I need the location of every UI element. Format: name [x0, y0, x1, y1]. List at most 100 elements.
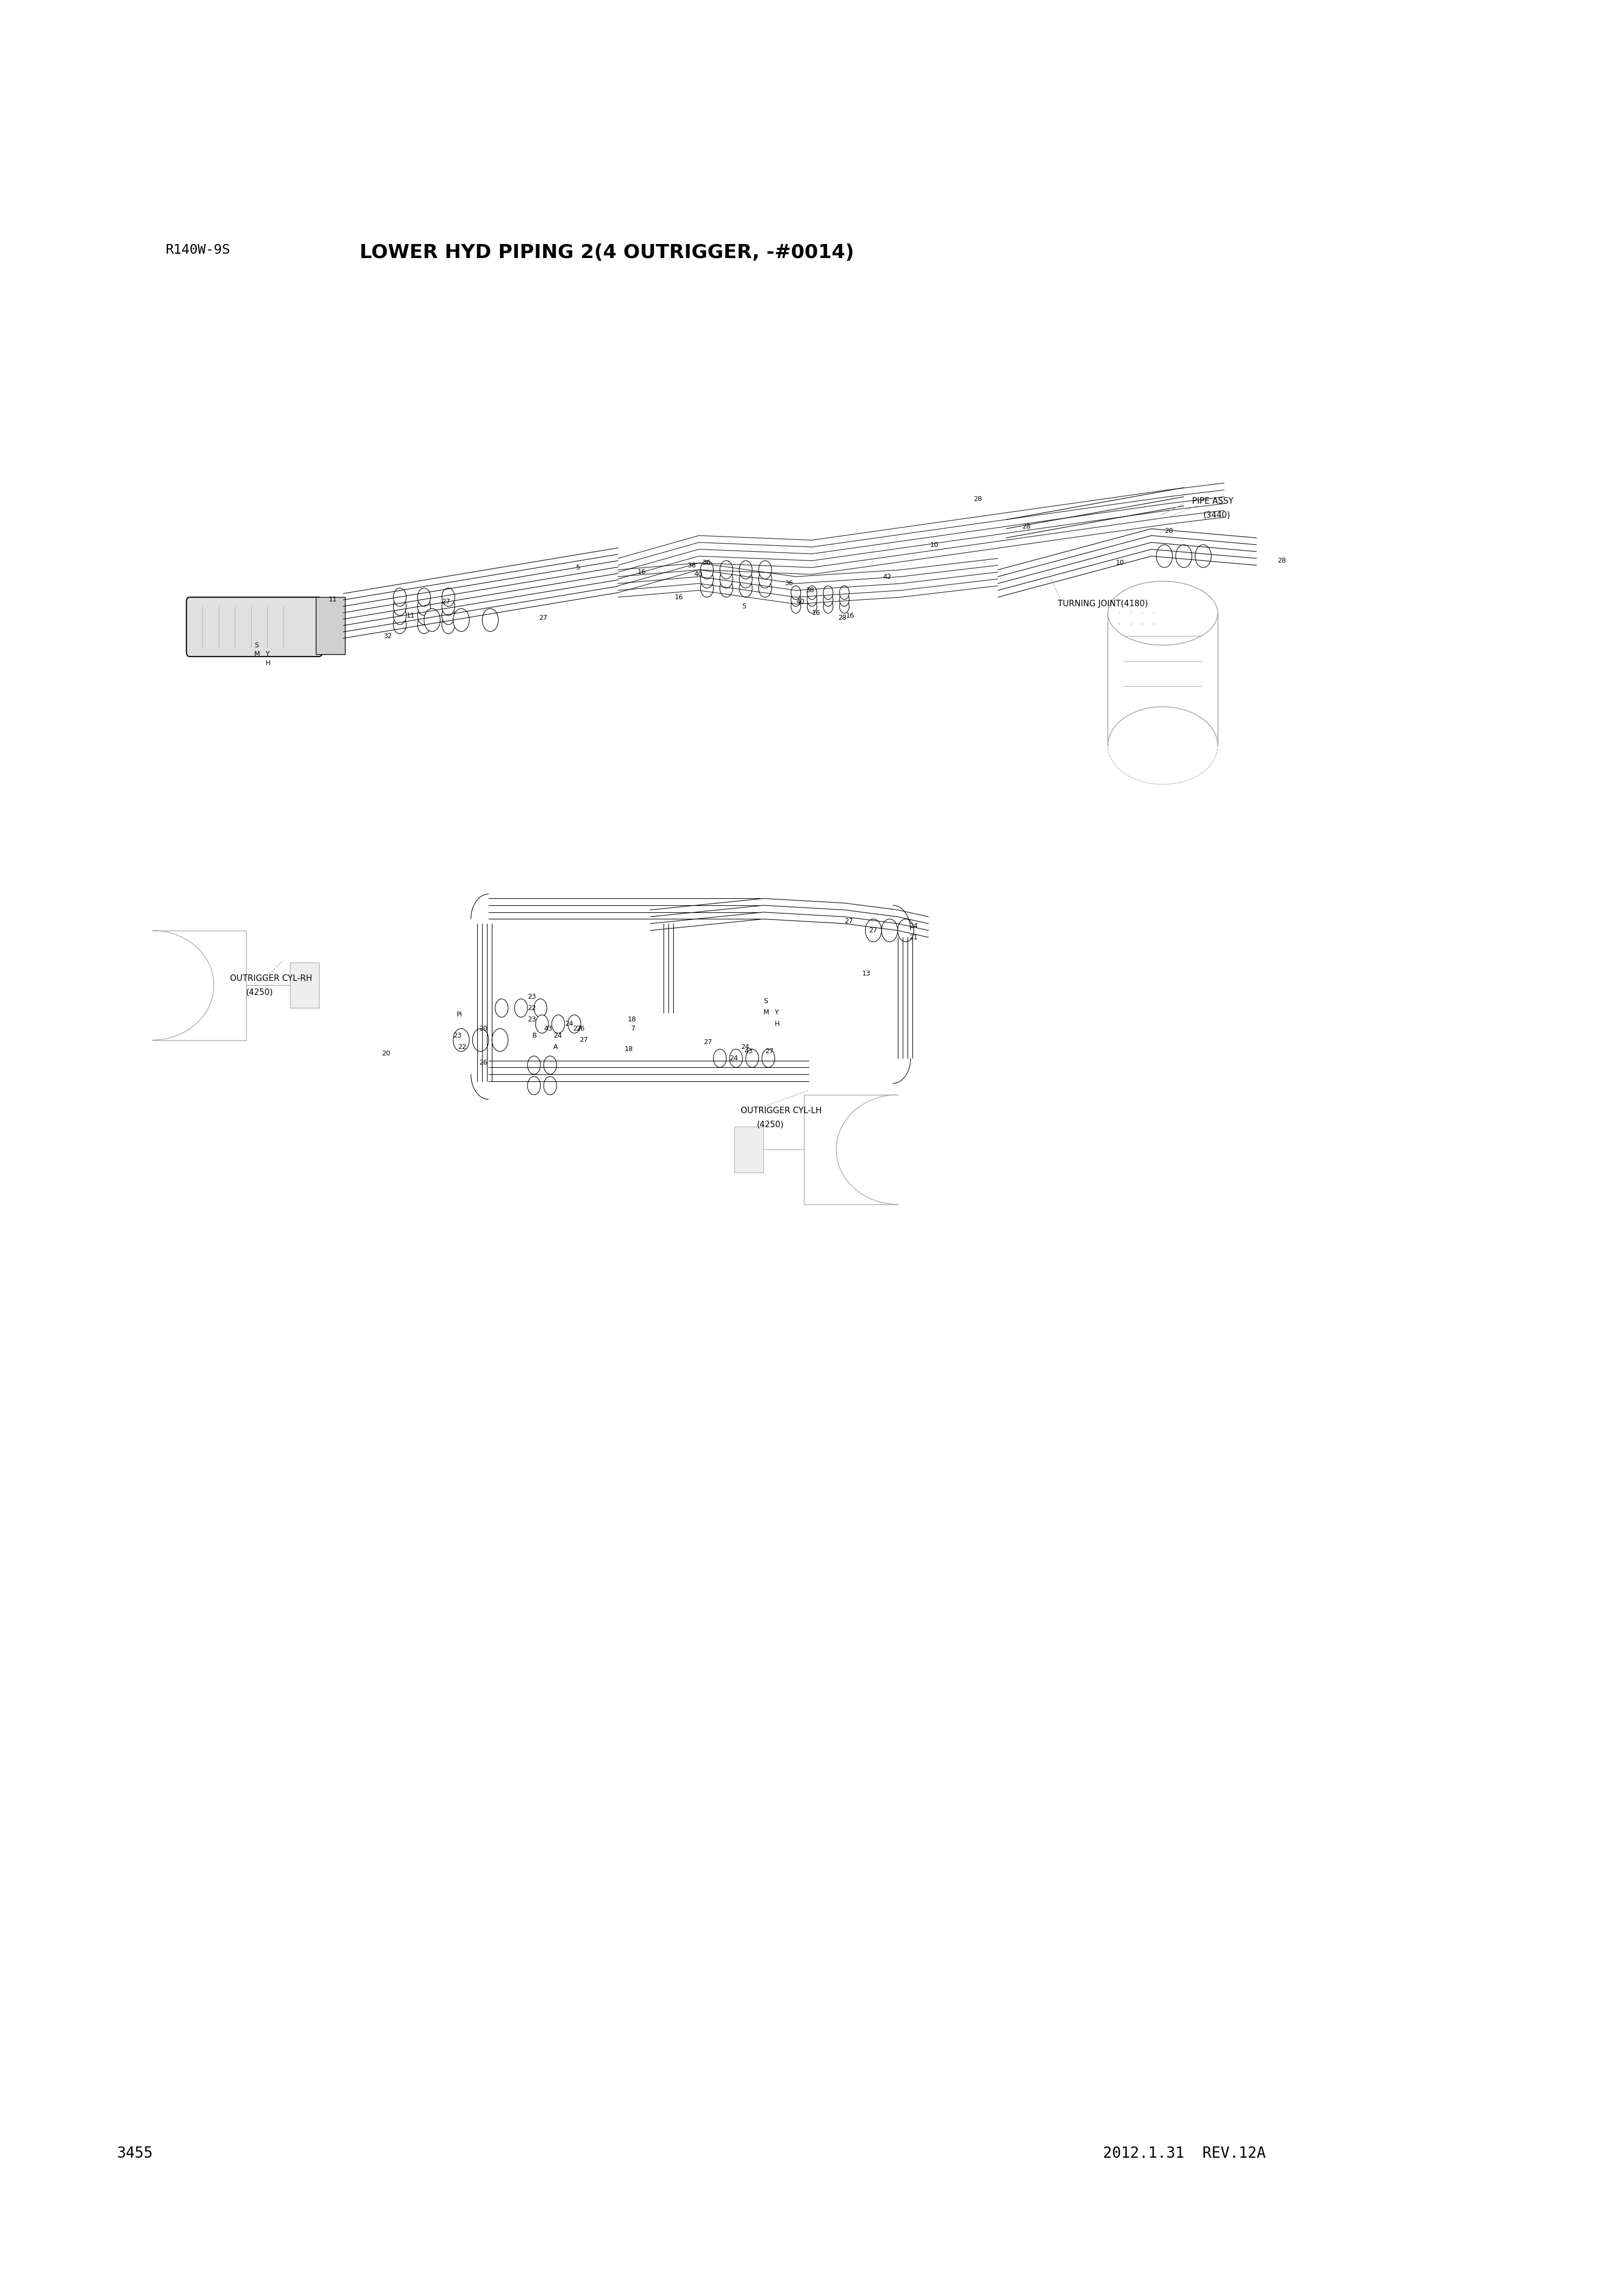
Text: 23: 23	[453, 1033, 461, 1040]
Circle shape	[1156, 545, 1173, 568]
Text: Y: Y	[775, 1010, 780, 1017]
Text: Y: Y	[266, 650, 270, 657]
Text: 27: 27	[580, 1037, 588, 1044]
Text: 40: 40	[796, 598, 804, 605]
Circle shape	[442, 616, 455, 634]
Circle shape	[807, 600, 817, 614]
Circle shape	[492, 1028, 508, 1051]
Circle shape	[700, 561, 713, 579]
Text: 11: 11	[406, 611, 414, 618]
Text: ·: ·	[1117, 621, 1121, 630]
Circle shape	[536, 1014, 549, 1033]
Circle shape	[568, 1014, 581, 1033]
Text: TURNING JOINT(4180): TURNING JOINT(4180)	[1057, 600, 1148, 609]
Text: B: B	[533, 1033, 538, 1040]
Text: Pi: Pi	[456, 1012, 463, 1019]
Circle shape	[840, 586, 849, 600]
Circle shape	[515, 998, 528, 1017]
Text: 24: 24	[565, 1021, 573, 1028]
Text: 22: 22	[528, 1005, 536, 1012]
Text: 27: 27	[844, 918, 853, 925]
Circle shape	[758, 570, 771, 589]
Circle shape	[453, 609, 469, 632]
Text: 20: 20	[479, 1026, 487, 1033]
Circle shape	[473, 1028, 489, 1051]
Text: 5: 5	[577, 563, 580, 570]
Text: 27: 27	[703, 1040, 713, 1047]
Circle shape	[807, 586, 817, 600]
Circle shape	[791, 600, 801, 614]
Text: 7: 7	[632, 1026, 635, 1033]
Text: 40: 40	[693, 570, 703, 577]
Circle shape	[453, 1028, 469, 1051]
Text: ·: ·	[1140, 609, 1143, 618]
Text: ·: ·	[1140, 621, 1143, 630]
Text: 10: 10	[931, 540, 939, 547]
Circle shape	[700, 579, 713, 598]
Circle shape	[442, 589, 455, 607]
Text: 24: 24	[729, 1056, 737, 1063]
Text: 16: 16	[846, 611, 854, 618]
Text: 11: 11	[328, 595, 338, 602]
Circle shape	[823, 593, 833, 607]
Text: (4250): (4250)	[757, 1120, 784, 1129]
Text: 23: 23	[528, 994, 536, 1001]
Text: S: S	[255, 641, 258, 648]
Text: 38: 38	[806, 586, 814, 593]
Circle shape	[534, 998, 547, 1017]
Circle shape	[700, 570, 713, 589]
Circle shape	[758, 579, 771, 598]
Text: 18: 18	[625, 1047, 633, 1053]
Circle shape	[823, 600, 833, 614]
Text: PIPE ASSY: PIPE ASSY	[1192, 497, 1233, 506]
Text: 43: 43	[744, 1049, 752, 1056]
Text: 16: 16	[812, 609, 820, 616]
Circle shape	[482, 609, 499, 632]
Text: ·: ·	[1151, 621, 1155, 630]
Text: 24: 24	[554, 1033, 562, 1040]
Circle shape	[719, 579, 732, 598]
Text: R140W-9S: R140W-9S	[166, 243, 231, 256]
Circle shape	[393, 598, 406, 616]
FancyBboxPatch shape	[187, 598, 322, 657]
Text: 27: 27	[765, 1049, 773, 1056]
Circle shape	[719, 561, 732, 579]
Circle shape	[882, 918, 898, 941]
Circle shape	[544, 1056, 557, 1074]
Text: A: A	[554, 1044, 559, 1051]
Text: S: S	[763, 998, 768, 1005]
Circle shape	[791, 586, 801, 600]
Text: 2012.1.31  REV.12A: 2012.1.31 REV.12A	[1103, 2146, 1265, 2162]
Circle shape	[417, 589, 430, 607]
Text: 28: 28	[1278, 556, 1286, 563]
Text: 27: 27	[869, 927, 877, 934]
Circle shape	[393, 616, 406, 634]
Circle shape	[442, 598, 455, 616]
Text: 26: 26	[479, 1060, 487, 1067]
Circle shape	[739, 570, 752, 589]
Circle shape	[745, 1049, 758, 1067]
Text: 18: 18	[628, 1017, 637, 1024]
Circle shape	[758, 561, 771, 579]
Text: 16: 16	[674, 593, 684, 600]
Bar	[734, 1127, 763, 1172]
Text: 13: 13	[862, 971, 870, 978]
Text: 3455: 3455	[117, 2146, 153, 2162]
Text: H: H	[775, 1021, 780, 1028]
Circle shape	[424, 609, 440, 632]
Text: LOWER HYD PIPING 2(4 OUTRIGGER, -#0014): LOWER HYD PIPING 2(4 OUTRIGGER, -#0014)	[359, 243, 854, 261]
Text: 32: 32	[383, 632, 391, 639]
Text: 27: 27	[573, 1026, 581, 1033]
Text: 21: 21	[909, 934, 918, 941]
Text: ·: ·	[1117, 609, 1121, 618]
Circle shape	[1195, 545, 1212, 568]
Circle shape	[552, 1014, 565, 1033]
Circle shape	[495, 998, 508, 1017]
Circle shape	[713, 1049, 726, 1067]
Text: (3440): (3440)	[1203, 511, 1231, 520]
Text: 16: 16	[637, 568, 646, 575]
Circle shape	[719, 570, 732, 589]
Circle shape	[393, 607, 406, 625]
Circle shape	[898, 918, 914, 941]
Circle shape	[729, 1049, 742, 1067]
